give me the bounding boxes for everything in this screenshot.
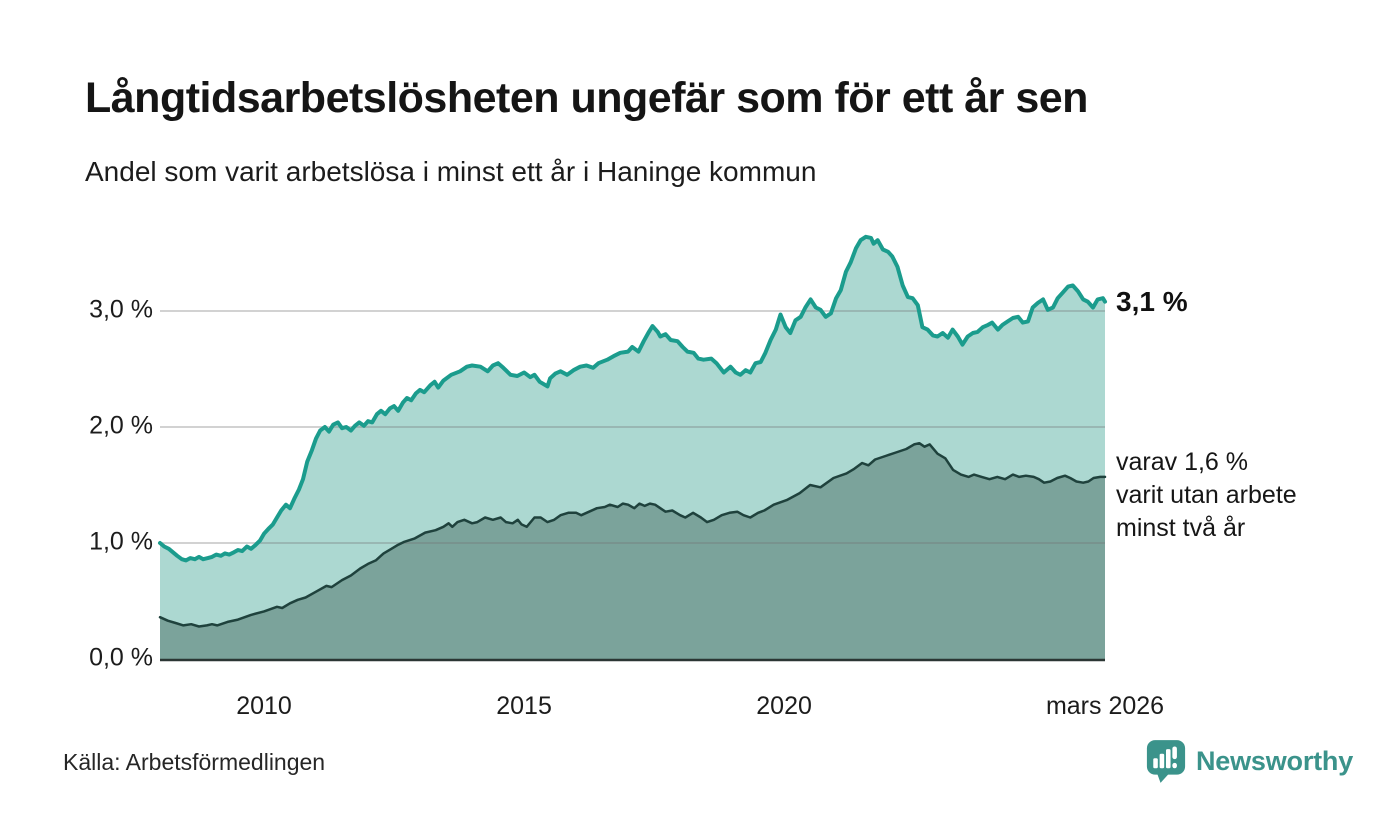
y-axis-tick: 3,0 % <box>89 295 153 324</box>
source-note: Källa: Arbetsförmedlingen <box>63 749 326 775</box>
x-axis-tick: mars 2026 <box>1045 692 1165 720</box>
total-line <box>158 234 1107 563</box>
subset-line <box>158 441 1107 628</box>
page-title: Långtidsarbetslösheten ungefär som för e… <box>85 74 1088 122</box>
y-axis-tick: 0,0 % <box>89 643 153 672</box>
subset-value-label-line: minst två år <box>1116 514 1246 542</box>
newsworthy-logo: Newsworthy <box>1146 738 1353 784</box>
subset-area-fill <box>160 443 1105 659</box>
page-subtitle: Andel som varit arbetslösa i minst ett å… <box>85 156 817 187</box>
x-axis-tick: 2015 <box>496 692 552 720</box>
y-axis-tick: 1,0 % <box>89 527 153 556</box>
y-axis-tick: 2,0 % <box>89 411 153 440</box>
subset-value-label: varav 1,6 % varit utan arbete minst två år <box>1116 446 1297 545</box>
x-axis-tick: 2020 <box>756 692 812 720</box>
x-axis-tick: 2010 <box>236 692 292 720</box>
newsworthy-logo-text: Newsworthy <box>1196 745 1354 776</box>
total-value-label: 3,1 % <box>1116 285 1188 317</box>
subset-value-label-line: varav 1,6 % <box>1116 448 1249 476</box>
newsworthy-logo-icon <box>1146 740 1186 783</box>
subset-value-label-line: varit utan arbete <box>1116 481 1297 509</box>
